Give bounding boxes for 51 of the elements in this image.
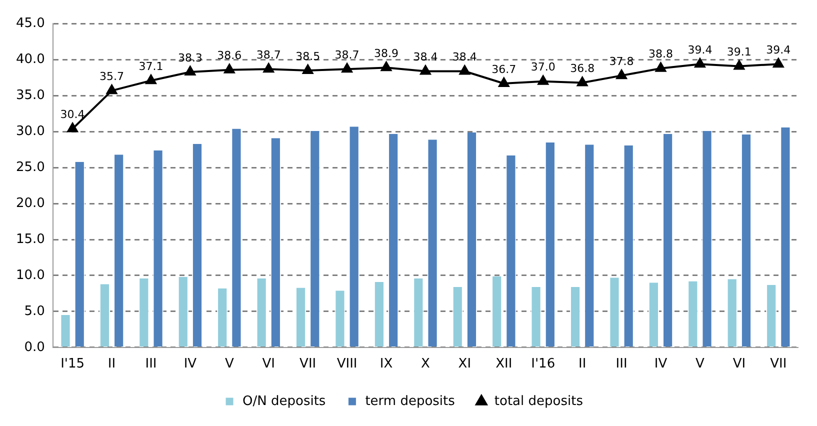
- x-tick-label: VI: [732, 356, 746, 372]
- x-tick-label: III: [616, 356, 628, 372]
- x-tick-label: IV: [654, 356, 668, 372]
- legend-label: O/N deposits: [242, 394, 326, 409]
- x-tick-label: VII: [770, 356, 787, 372]
- y-tick-label: 40.0: [16, 52, 45, 68]
- data-label: 37.0: [530, 60, 556, 74]
- y-tick-label: 5.0: [24, 304, 45, 319]
- x-tick-label: V: [224, 356, 234, 372]
- x-tick-label: V: [696, 356, 705, 372]
- data-label: 38.5: [296, 50, 320, 63]
- data-label: 38.7: [256, 48, 281, 62]
- y-tick-label: 10.0: [16, 268, 45, 283]
- y-tick-label: 15.0: [16, 232, 45, 247]
- data-label: 38.3: [178, 51, 202, 64]
- y-tick-label: 35.0: [16, 88, 45, 104]
- data-label: 39.4: [688, 43, 712, 56]
- legend-label: term deposits: [365, 394, 456, 409]
- data-label: 38.7: [334, 48, 360, 62]
- y-tick-label: 45.0: [16, 16, 45, 32]
- y-tick-label: 20.0: [16, 196, 45, 211]
- data-label: 38.4: [413, 50, 438, 64]
- data-label: 38.6: [217, 49, 242, 62]
- x-tick-label: I'16: [531, 356, 556, 372]
- x-tick-label: II: [108, 356, 116, 372]
- data-label: 37.1: [138, 60, 164, 73]
- data-label: 38.8: [648, 48, 674, 61]
- x-tick-label: VIII: [336, 356, 358, 372]
- data-label: 36.7: [492, 62, 516, 76]
- x-tick-label: VI: [262, 356, 275, 372]
- y-tick-label: 30.0: [16, 124, 45, 140]
- x-tick-label: X: [421, 356, 430, 372]
- data-label: 38.9: [374, 47, 399, 60]
- data-label: 37.8: [609, 54, 634, 68]
- legend-label: total deposits: [494, 394, 584, 409]
- data-label: 36.8: [570, 62, 595, 76]
- x-tick-label: IX: [380, 356, 393, 372]
- x-tick-label: VII: [300, 356, 316, 372]
- data-label: 35.7: [100, 70, 124, 84]
- y-tick-label: 25.0: [16, 160, 45, 175]
- data-label: 39.1: [726, 46, 752, 59]
- x-tick-label: I'15: [60, 356, 85, 372]
- data-label: 38.4: [452, 50, 477, 64]
- x-tick-label: XII: [496, 356, 512, 372]
- x-tick-label: IV: [184, 356, 197, 372]
- data-label: 30.4: [60, 108, 85, 122]
- y-tick-label: 0.0: [24, 340, 45, 355]
- x-tick-label: III: [145, 356, 157, 372]
- x-tick-label: XI: [458, 356, 472, 372]
- x-tick-label: II: [578, 356, 586, 372]
- data-label: 39.4: [766, 43, 791, 56]
